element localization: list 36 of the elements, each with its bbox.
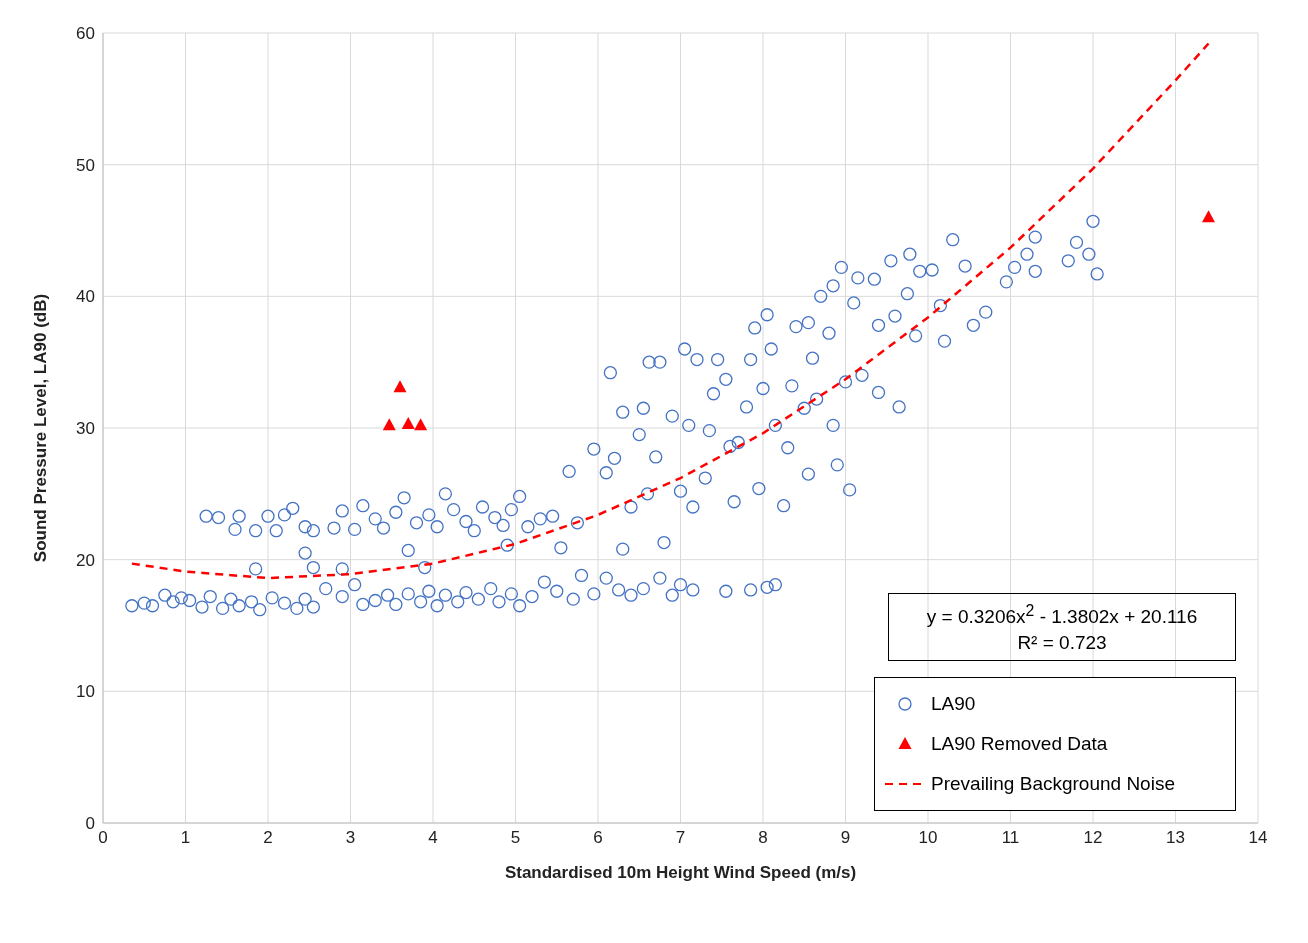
x-tick-label: 3	[345, 828, 356, 848]
y-tick-label: 30	[76, 419, 95, 439]
x-tick-label: 9	[840, 828, 851, 848]
line-series	[130, 42, 1210, 580]
x-tick-label: 5	[510, 828, 521, 848]
y-tick-label: 50	[76, 155, 95, 175]
x-tick-label: 1	[180, 828, 191, 848]
y-tick-label: 60	[76, 24, 95, 44]
legend-label: LA90 Removed Data	[931, 733, 1108, 755]
annotation: R² = 0.723	[1016, 631, 1108, 655]
annotation: y = 0.3206x$^{2}$ - 1.3802x + 20.116	[925, 600, 1199, 629]
y-tick-label: 10	[76, 682, 95, 702]
legend-label: Prevailing Background Noise	[931, 773, 1175, 795]
x-tick-label: 4	[428, 828, 438, 848]
legend-label: LA90	[931, 693, 976, 715]
x-tick-label: 6	[593, 828, 603, 848]
x-tick-label: 12	[1083, 828, 1103, 848]
x-tick-label: 14	[1248, 828, 1268, 848]
equation-box: y = 0.3206x$^{2}$ - 1.3802x + 20.116 R² = 0.723	[888, 592, 1236, 661]
point	[401, 417, 415, 430]
y-tick-label: 20	[76, 550, 95, 570]
point	[414, 418, 428, 431]
x-tick-label: 2	[263, 828, 273, 848]
x-tick-label: 7	[675, 828, 686, 848]
x-tick-label: 0	[98, 828, 108, 848]
point	[382, 418, 396, 431]
y-axis-title: Sound Pressure Level, LA90 (dB)	[31, 293, 51, 563]
point	[1202, 210, 1215, 223]
x-axis-title: Standardised 10m Height Wind Speed (m/s)	[504, 863, 857, 882]
y-tick-label: 40	[76, 287, 95, 307]
x-tick-label: 11	[1001, 828, 1020, 848]
y-tick-label: 0	[85, 814, 95, 834]
x-tick-label: 10	[918, 828, 938, 848]
point	[393, 380, 407, 393]
x-tick-label: 8	[758, 828, 768, 848]
x-tick-label: 13	[1166, 828, 1185, 848]
